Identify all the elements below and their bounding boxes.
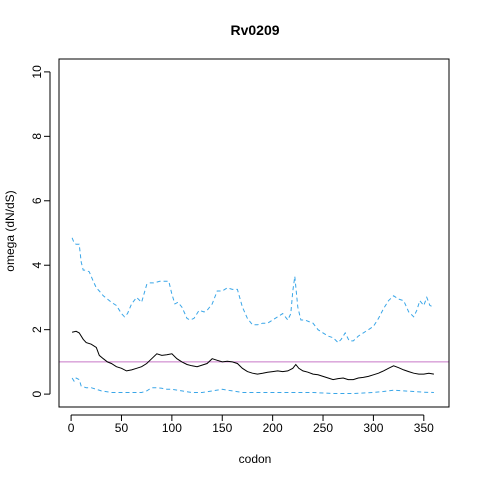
x-tick-label: 100: [162, 421, 182, 435]
series-layer: [71, 237, 435, 394]
y-tick-label: 10: [30, 65, 44, 79]
series-line-estimate: [71, 330, 434, 381]
chart-title: Rv0209: [230, 22, 279, 38]
x-tick-label: 200: [263, 421, 283, 435]
y-tick-label: 0: [30, 390, 44, 397]
x-tick-label: 250: [313, 421, 333, 435]
y-tick-label: 8: [30, 133, 44, 140]
x-axis-title: codon: [239, 452, 272, 466]
x-tick-label: 150: [212, 421, 232, 435]
x-tick-label: 50: [115, 421, 129, 435]
x-tick-label: 0: [68, 421, 75, 435]
series-line-lower-bound: [71, 377, 434, 394]
axis-layer: 0 50 100 150 200 250 300 350 0 2 4 6 8 10: [30, 65, 434, 435]
y-tick-label: 2: [30, 326, 44, 333]
x-tick-label: 350: [414, 421, 434, 435]
y-tick-label: 6: [30, 197, 44, 204]
y-tick-label: 4: [30, 262, 44, 269]
y-axis-title: omega (dN/dS): [3, 190, 17, 271]
series-line-upper-bound: [71, 237, 435, 344]
x-tick-label: 300: [363, 421, 383, 435]
plot-area-border: [58, 58, 450, 408]
